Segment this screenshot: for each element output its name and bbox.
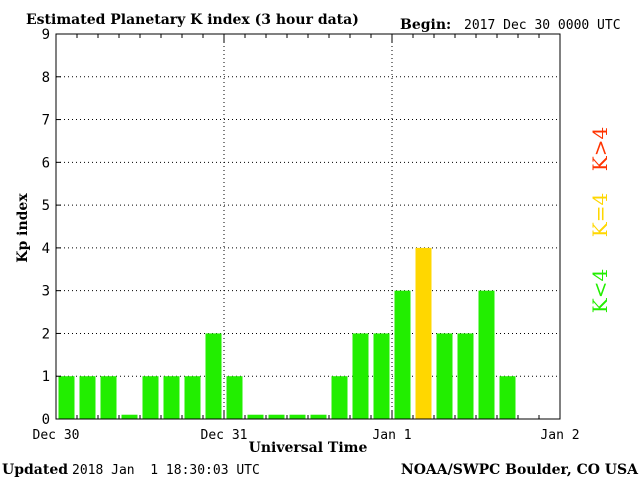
x-axis-ticks: Dec 30 Dec 31 Jan 1 Jan 2 (33, 34, 580, 443)
kp-bar (121, 414, 138, 419)
x-axis-label: Universal Time (249, 440, 368, 456)
kp-bar (310, 414, 327, 419)
y-axis-label: Kp index (15, 193, 31, 263)
x-tick-label: Dec 30 (33, 428, 80, 443)
y-tick-label: 5 (42, 198, 50, 214)
kp-bar (79, 376, 96, 419)
kp-bar (373, 333, 390, 419)
y-axis-ticks: 0 1 2 3 4 5 6 7 8 9 (42, 27, 61, 428)
x-tick-label: Dec 31 (201, 428, 248, 443)
y-tick-label: 3 (42, 284, 50, 300)
kp-bar (184, 376, 201, 419)
kp-bar (163, 376, 180, 419)
begin-label: Begin: (400, 17, 451, 33)
y-tick-label: 4 (42, 241, 50, 257)
updated-label: Updated (2, 462, 68, 478)
begin-value: 2017 Dec 30 0000 UTC (464, 18, 621, 33)
grid-lines (56, 34, 560, 419)
chart-title: Estimated Planetary K index (3 hour data… (26, 12, 359, 28)
kp-bar (142, 376, 159, 419)
y-tick-label: 0 (42, 412, 50, 428)
updated-value: 2018 Jan 1 18:30:03 UTC (72, 463, 260, 478)
kp-bar (247, 414, 264, 419)
kp-bar (394, 290, 411, 419)
kp-bar (331, 376, 348, 419)
bars (58, 247, 516, 419)
y-tick-label: 8 (42, 70, 50, 86)
y-tick-label: 2 (42, 326, 50, 342)
kp-bar (268, 414, 285, 419)
kp-bar (58, 376, 75, 419)
legend-k-equal: K=4 (588, 193, 612, 237)
y-tick-label: 7 (42, 113, 50, 129)
kp-bar (100, 376, 117, 419)
y-tick-label: 1 (42, 369, 50, 385)
kp-bar (457, 333, 474, 419)
x-tick-label: Jan 1 (372, 428, 411, 443)
x-tick-label: Jan 2 (540, 428, 579, 443)
kp-bar (436, 333, 453, 419)
kp-bar (289, 414, 306, 419)
kp-bar (205, 333, 222, 419)
legend-k-less: K<4 (588, 269, 612, 313)
kp-bar (226, 376, 243, 419)
kp-bar (352, 333, 369, 419)
y-tick-label: 9 (42, 27, 50, 43)
kp-bar (499, 376, 516, 419)
source-credit: NOAA/SWPC Boulder, CO USA (401, 462, 639, 478)
kp-bar (415, 247, 432, 419)
legend-k-greater: K>4 (588, 127, 612, 171)
y-tick-label: 6 (42, 155, 50, 171)
kp-bar (478, 290, 495, 419)
plot-frame (55, 33, 561, 420)
